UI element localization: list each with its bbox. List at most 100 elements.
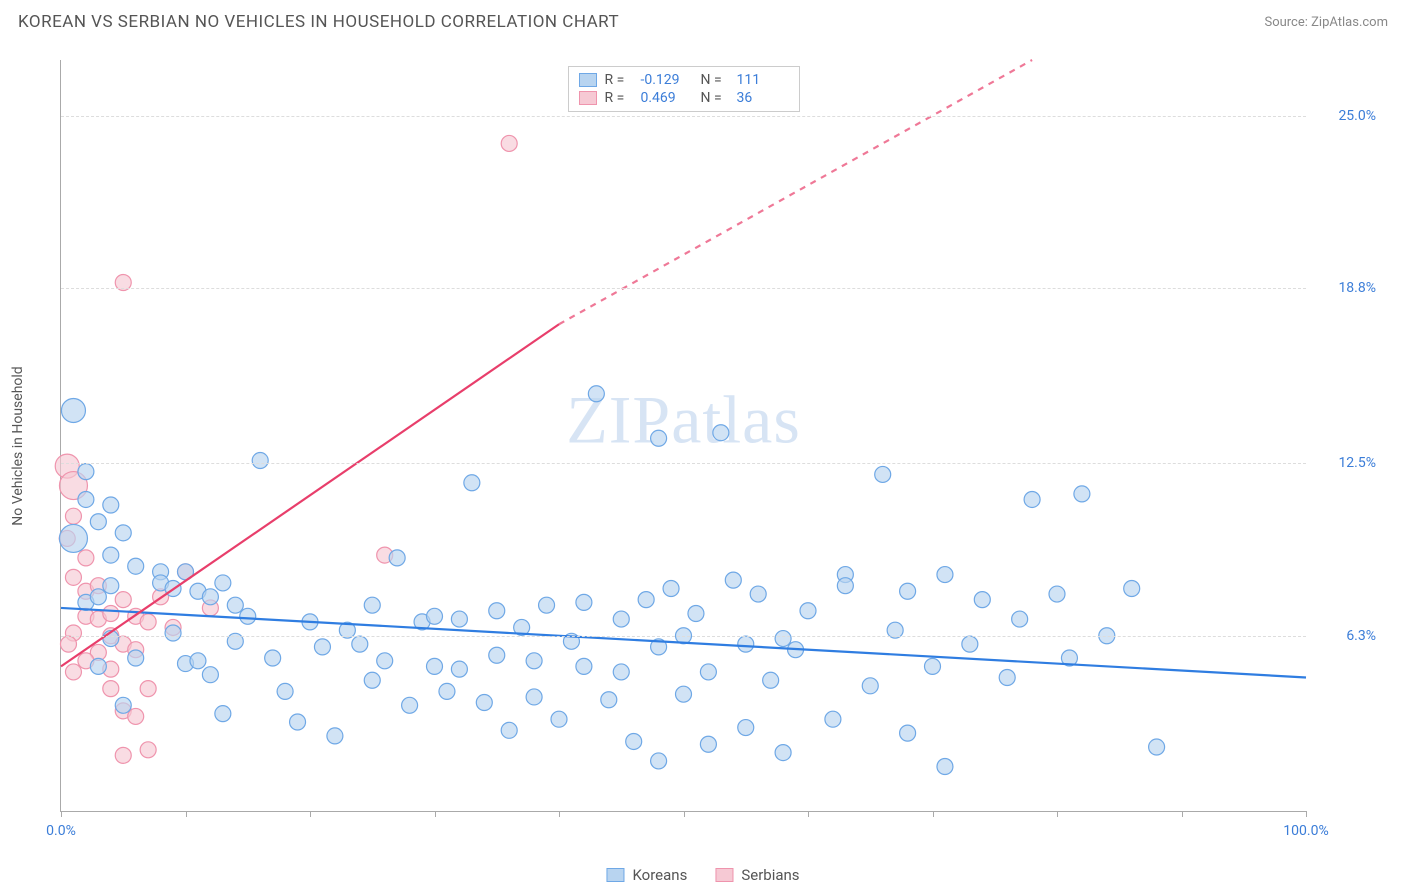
data-point <box>265 650 281 666</box>
x-tick <box>435 811 436 817</box>
data-point <box>427 658 443 674</box>
data-point <box>90 514 106 530</box>
data-point <box>352 636 368 652</box>
data-point <box>576 658 592 674</box>
data-point <box>389 550 405 566</box>
data-point <box>750 586 766 602</box>
stat-r-label: R = <box>605 90 633 106</box>
gridline <box>61 288 1306 289</box>
data-point <box>60 636 76 652</box>
data-point <box>1049 586 1065 602</box>
data-point <box>900 725 916 741</box>
data-point <box>962 636 978 652</box>
data-point <box>290 714 306 730</box>
x-tick <box>1306 811 1307 817</box>
data-point <box>78 491 94 507</box>
data-point <box>165 625 181 641</box>
y-tick-label: 25.0% <box>1316 108 1376 124</box>
x-tick-label: 0.0% <box>46 823 76 839</box>
data-point <box>377 653 393 669</box>
data-point <box>551 711 567 727</box>
data-point <box>202 667 218 683</box>
stat-n-value-koreans: 111 <box>737 72 789 88</box>
data-point <box>115 697 131 713</box>
data-point <box>59 524 87 552</box>
y-tick-label: 12.5% <box>1316 455 1376 471</box>
data-point <box>215 706 231 722</box>
legend-label-koreans: Koreans <box>632 866 687 884</box>
data-point <box>700 664 716 680</box>
stat-n-value-serbians: 36 <box>737 90 789 106</box>
data-point <box>277 683 293 699</box>
data-point <box>90 589 106 605</box>
data-point <box>800 603 816 619</box>
x-tick <box>559 811 560 817</box>
data-point <box>140 681 156 697</box>
data-point <box>128 650 144 666</box>
data-point <box>526 689 542 705</box>
y-tick-label: 18.8% <box>1316 280 1376 296</box>
data-point <box>103 681 119 697</box>
swatch-serbians <box>579 91 597 105</box>
stat-n-label: N = <box>701 90 729 106</box>
data-point <box>65 664 81 680</box>
data-point <box>78 464 94 480</box>
data-point <box>588 386 604 402</box>
data-point <box>190 653 206 669</box>
bottom-legend: Koreans Serbians <box>606 866 799 884</box>
legend-item-serbians: Serbians <box>715 866 799 884</box>
x-tick <box>1182 811 1183 817</box>
data-point <box>837 578 853 594</box>
source-credit: Source: ZipAtlas.com <box>1264 15 1388 30</box>
data-point <box>825 711 841 727</box>
data-point <box>1149 739 1165 755</box>
data-point <box>240 608 256 624</box>
stat-r-value-serbians: 0.469 <box>641 90 693 106</box>
data-point <box>576 594 592 610</box>
stat-r-value-koreans: -0.129 <box>641 72 693 88</box>
data-point <box>364 597 380 613</box>
source-link[interactable]: ZipAtlas.com <box>1311 15 1388 30</box>
data-point <box>1012 611 1028 627</box>
data-point <box>638 592 654 608</box>
x-tick <box>684 811 685 817</box>
data-point <box>103 578 119 594</box>
data-point <box>252 453 268 469</box>
data-point <box>501 722 517 738</box>
data-point <box>78 550 94 566</box>
data-point <box>613 664 629 680</box>
chart-container: No Vehicles in Household ZIPatlas R = -0… <box>40 50 1386 842</box>
data-point <box>763 672 779 688</box>
data-point <box>103 497 119 513</box>
data-point <box>364 672 380 688</box>
data-point <box>140 742 156 758</box>
data-point <box>451 661 467 677</box>
gridline <box>61 636 1306 637</box>
data-point <box>613 611 629 627</box>
data-point <box>314 639 330 655</box>
data-point <box>601 692 617 708</box>
x-tick <box>186 811 187 817</box>
data-point <box>676 686 692 702</box>
data-point <box>663 580 679 596</box>
data-point <box>402 697 418 713</box>
legend-item-koreans: Koreans <box>606 866 687 884</box>
data-point <box>65 508 81 524</box>
data-point <box>738 636 754 652</box>
stat-r-label: R = <box>605 72 633 88</box>
x-tick <box>808 811 809 817</box>
data-point <box>464 475 480 491</box>
data-point <box>103 547 119 563</box>
data-point <box>439 683 455 699</box>
data-point <box>327 728 343 744</box>
data-point <box>775 631 791 647</box>
data-point <box>900 583 916 599</box>
stats-legend: R = -0.129 N = 111 R = 0.469 N = 36 <box>568 66 800 112</box>
data-point <box>937 758 953 774</box>
data-point <box>539 597 555 613</box>
gridline <box>61 116 1306 117</box>
data-point <box>651 430 667 446</box>
data-point <box>427 608 443 624</box>
data-point <box>999 669 1015 685</box>
gridline <box>61 463 1306 464</box>
